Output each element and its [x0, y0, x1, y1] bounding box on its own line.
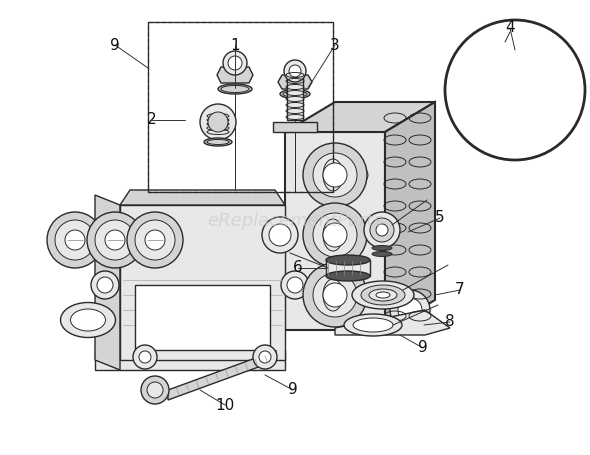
Text: 7: 7 — [455, 283, 465, 298]
Text: eReplacementParts: eReplacementParts — [207, 212, 383, 230]
Circle shape — [287, 277, 303, 293]
Bar — [148, 22, 333, 192]
Circle shape — [390, 290, 430, 330]
Ellipse shape — [221, 86, 249, 92]
Circle shape — [303, 203, 367, 267]
Circle shape — [262, 217, 298, 253]
Circle shape — [313, 273, 357, 317]
Ellipse shape — [326, 255, 370, 265]
Ellipse shape — [369, 289, 397, 301]
Circle shape — [281, 271, 309, 299]
Circle shape — [65, 230, 85, 250]
Text: 5: 5 — [435, 211, 445, 226]
Circle shape — [141, 376, 169, 404]
Circle shape — [135, 220, 175, 260]
Polygon shape — [95, 195, 120, 370]
Circle shape — [289, 65, 301, 77]
Text: 1: 1 — [230, 37, 240, 52]
Ellipse shape — [372, 252, 392, 257]
Ellipse shape — [61, 303, 116, 338]
Circle shape — [370, 218, 394, 242]
Polygon shape — [285, 102, 435, 132]
Text: 8: 8 — [445, 314, 455, 329]
Polygon shape — [217, 67, 253, 83]
Ellipse shape — [204, 138, 232, 146]
Circle shape — [208, 112, 228, 132]
Circle shape — [139, 351, 151, 363]
Polygon shape — [335, 310, 450, 335]
Circle shape — [127, 212, 183, 268]
Circle shape — [364, 212, 400, 248]
Text: 10: 10 — [215, 398, 235, 413]
Polygon shape — [95, 350, 285, 370]
Text: 4: 4 — [505, 20, 515, 35]
Ellipse shape — [283, 91, 307, 97]
Polygon shape — [120, 205, 285, 360]
Text: 9: 9 — [418, 340, 428, 355]
Ellipse shape — [207, 140, 229, 145]
Circle shape — [223, 51, 247, 75]
Circle shape — [313, 213, 357, 257]
Ellipse shape — [70, 309, 106, 331]
Polygon shape — [287, 70, 303, 120]
Polygon shape — [385, 102, 435, 330]
Polygon shape — [278, 75, 312, 89]
Circle shape — [145, 230, 165, 250]
Circle shape — [376, 224, 388, 236]
Polygon shape — [135, 285, 270, 350]
Text: 6: 6 — [293, 261, 303, 275]
Circle shape — [269, 224, 291, 246]
Circle shape — [133, 345, 157, 369]
Circle shape — [91, 271, 119, 299]
Circle shape — [228, 56, 242, 70]
Polygon shape — [168, 350, 276, 400]
Circle shape — [303, 143, 367, 207]
Ellipse shape — [352, 281, 414, 309]
Ellipse shape — [344, 314, 402, 336]
Ellipse shape — [372, 246, 392, 251]
Circle shape — [284, 60, 306, 82]
Circle shape — [323, 163, 347, 187]
Text: 9: 9 — [110, 37, 120, 52]
Circle shape — [398, 298, 422, 322]
Ellipse shape — [326, 271, 370, 281]
Circle shape — [323, 223, 347, 247]
Polygon shape — [273, 122, 317, 132]
Polygon shape — [326, 260, 370, 276]
Text: 9: 9 — [288, 383, 298, 398]
Bar — [148, 22, 333, 192]
Circle shape — [259, 351, 271, 363]
Circle shape — [87, 212, 143, 268]
Ellipse shape — [361, 285, 405, 305]
Circle shape — [97, 277, 113, 293]
Ellipse shape — [218, 84, 252, 94]
Polygon shape — [120, 190, 285, 205]
Text: 3: 3 — [330, 37, 340, 52]
Circle shape — [253, 345, 277, 369]
Circle shape — [147, 382, 163, 398]
Circle shape — [200, 104, 236, 140]
Circle shape — [95, 220, 135, 260]
Ellipse shape — [280, 90, 310, 98]
Polygon shape — [285, 132, 385, 330]
Circle shape — [323, 283, 347, 307]
Circle shape — [105, 230, 125, 250]
Circle shape — [303, 263, 367, 327]
Circle shape — [55, 220, 95, 260]
Circle shape — [47, 212, 103, 268]
Ellipse shape — [376, 292, 390, 298]
Ellipse shape — [353, 318, 393, 332]
Circle shape — [313, 153, 357, 197]
Text: 2: 2 — [147, 112, 157, 127]
